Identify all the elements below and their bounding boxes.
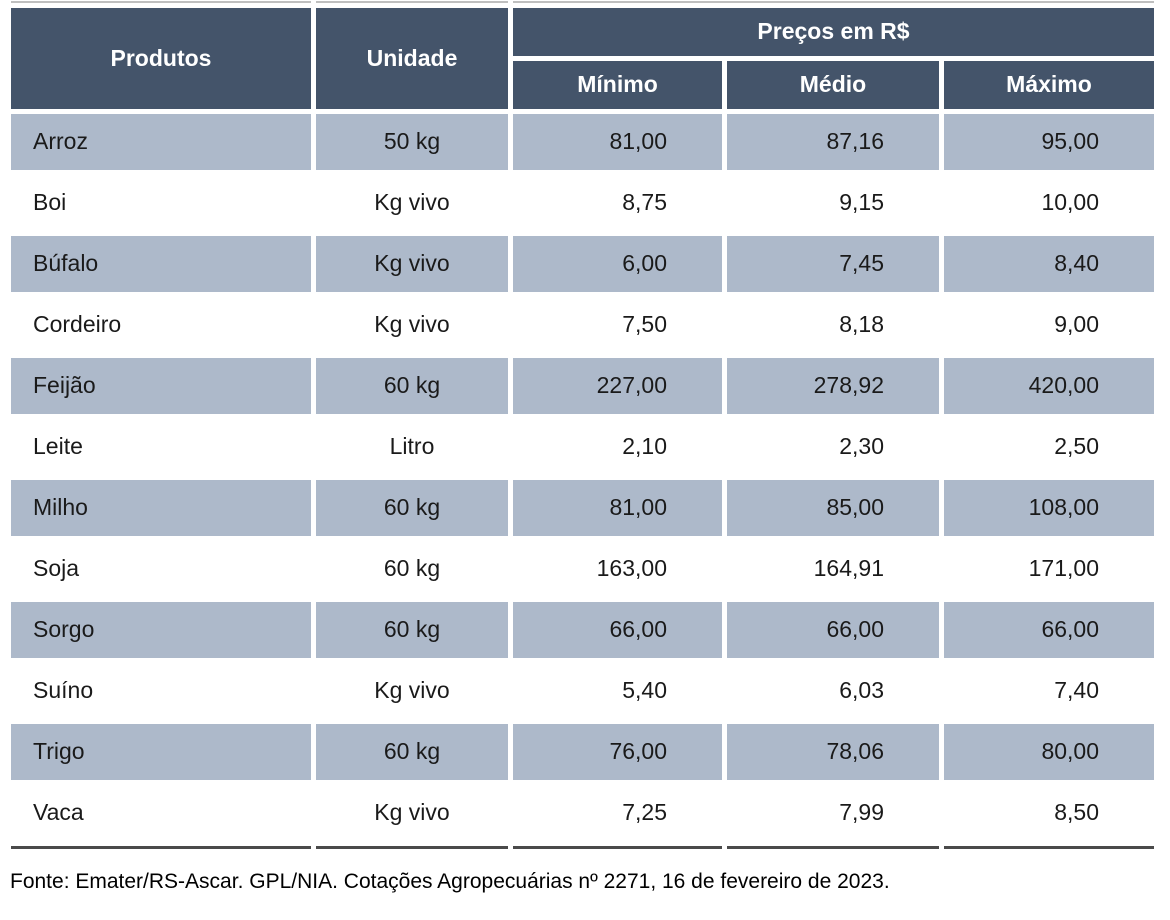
cell-unidade: 50 kg [316, 114, 508, 170]
cell-minimo: 81,00 [513, 114, 722, 170]
cell-unidade: 60 kg [316, 602, 508, 658]
table-row: Soja 60 kg 163,00 164,91 171,00 [11, 541, 1154, 597]
cell-maximo: 80,00 [944, 724, 1154, 780]
table-row: Boi Kg vivo 8,75 9,15 10,00 [11, 175, 1154, 231]
table-row: Feijão 60 kg 227,00 278,92 420,00 [11, 358, 1154, 414]
cell-medio: 164,91 [727, 541, 939, 597]
column-header-unidade: Unidade [316, 8, 508, 109]
top-rule-segment [513, 1, 1154, 3]
cell-produto: Boi [11, 175, 311, 231]
cell-unidade: Kg vivo [316, 175, 508, 231]
bottom-rule-segment [727, 846, 939, 849]
cell-unidade: 60 kg [316, 541, 508, 597]
bottom-rule-segment [11, 846, 311, 849]
cell-maximo: 108,00 [944, 480, 1154, 536]
header-row-sub: Mínimo Médio Máximo [11, 61, 1154, 109]
cell-maximo: 420,00 [944, 358, 1154, 414]
bottom-rule [11, 846, 1154, 849]
cell-minimo: 2,10 [513, 419, 722, 475]
cell-minimo: 7,25 [513, 785, 722, 841]
cell-minimo: 5,40 [513, 663, 722, 719]
cell-minimo: 163,00 [513, 541, 722, 597]
cell-produto: Vaca [11, 785, 311, 841]
cell-medio: 8,18 [727, 297, 939, 353]
header-row-group: Produtos Unidade Preços em R$ [11, 8, 1154, 109]
cell-maximo: 95,00 [944, 114, 1154, 170]
cell-produto: Feijão [11, 358, 311, 414]
cell-maximo: 7,40 [944, 663, 1154, 719]
cell-medio: 278,92 [727, 358, 939, 414]
cell-produto: Milho [11, 480, 311, 536]
cell-maximo: 66,00 [944, 602, 1154, 658]
column-header-minimo: Mínimo [513, 61, 722, 109]
cell-medio: 87,16 [727, 114, 939, 170]
column-header-maximo: Máximo [944, 61, 1154, 109]
cell-unidade: Kg vivo [316, 236, 508, 292]
cell-unidade: 60 kg [316, 724, 508, 780]
top-rule-segment [11, 1, 311, 3]
cell-unidade: 60 kg [316, 480, 508, 536]
cell-produto: Leite [11, 419, 311, 475]
cell-maximo: 8,50 [944, 785, 1154, 841]
table-row: Suíno Kg vivo 5,40 6,03 7,40 [11, 663, 1154, 719]
table-row: Trigo 60 kg 76,00 78,06 80,00 [11, 724, 1154, 780]
cell-minimo: 7,50 [513, 297, 722, 353]
cell-produto: Suíno [11, 663, 311, 719]
cell-medio: 85,00 [727, 480, 939, 536]
cell-unidade: Litro [316, 419, 508, 475]
table-row: Cordeiro Kg vivo 7,50 8,18 9,00 [11, 297, 1154, 353]
table-body: Arroz 50 kg 81,00 87,16 95,00 Boi Kg viv… [11, 114, 1154, 841]
cell-maximo: 10,00 [944, 175, 1154, 231]
cell-unidade: Kg vivo [316, 297, 508, 353]
column-header-medio: Médio [727, 61, 939, 109]
table-row: Arroz 50 kg 81,00 87,16 95,00 [11, 114, 1154, 170]
cell-unidade: Kg vivo [316, 785, 508, 841]
cell-minimo: 227,00 [513, 358, 722, 414]
column-header-precos-group: Preços em R$ [513, 8, 1154, 56]
cell-minimo: 8,75 [513, 175, 722, 231]
cell-medio: 7,45 [727, 236, 939, 292]
table-row: Leite Litro 2,10 2,30 2,50 [11, 419, 1154, 475]
column-header-produtos: Produtos [11, 8, 311, 109]
cell-medio: 2,30 [727, 419, 939, 475]
cell-maximo: 9,00 [944, 297, 1154, 353]
table-row: Milho 60 kg 81,00 85,00 108,00 [11, 480, 1154, 536]
cell-produto: Arroz [11, 114, 311, 170]
bottom-rule-segment [944, 846, 1154, 849]
cell-produto: Búfalo [11, 236, 311, 292]
cell-maximo: 2,50 [944, 419, 1154, 475]
cell-unidade: 60 kg [316, 358, 508, 414]
table-row: Vaca Kg vivo 7,25 7,99 8,50 [11, 785, 1154, 841]
table-row: Sorgo 60 kg 66,00 66,00 66,00 [11, 602, 1154, 658]
table-row: Búfalo Kg vivo 6,00 7,45 8,40 [11, 236, 1154, 292]
top-rule [11, 1, 1154, 3]
cell-produto: Trigo [11, 724, 311, 780]
cell-medio: 7,99 [727, 785, 939, 841]
cell-produto: Sorgo [11, 602, 311, 658]
cell-produto: Soja [11, 541, 311, 597]
top-rule-segment [316, 1, 508, 3]
prices-table: Produtos Unidade Preços em R$ Mínimo Méd… [6, 0, 1159, 854]
cell-maximo: 8,40 [944, 236, 1154, 292]
cell-minimo: 66,00 [513, 602, 722, 658]
source-note: Fonte: Emater/RS-Ascar. GPL/NIA. Cotaçõe… [10, 870, 890, 893]
cell-medio: 66,00 [727, 602, 939, 658]
cell-medio: 9,15 [727, 175, 939, 231]
bottom-rule-segment [316, 846, 508, 849]
cell-unidade: Kg vivo [316, 663, 508, 719]
bottom-rule-segment [513, 846, 722, 849]
cell-medio: 78,06 [727, 724, 939, 780]
cell-minimo: 76,00 [513, 724, 722, 780]
cell-minimo: 81,00 [513, 480, 722, 536]
cell-produto: Cordeiro [11, 297, 311, 353]
table-header: Produtos Unidade Preços em R$ Mínimo Méd… [11, 1, 1154, 109]
cell-medio: 6,03 [727, 663, 939, 719]
cell-minimo: 6,00 [513, 236, 722, 292]
cell-maximo: 171,00 [944, 541, 1154, 597]
